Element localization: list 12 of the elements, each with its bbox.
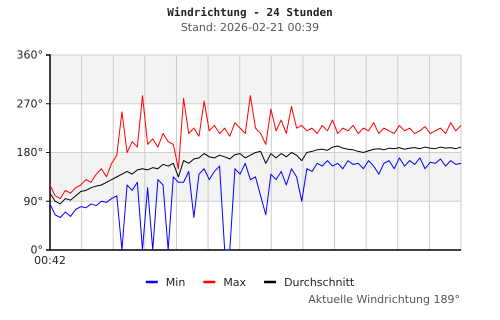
chart-title: Windrichtung - 24 Stunden (167, 6, 333, 19)
legend-label: Min (166, 276, 186, 289)
y-tick-label: 270° (16, 97, 43, 110)
chart-subtitle: Stand: 2026-02-21 00:39 (180, 21, 320, 34)
text: Aktuelle Windrichtung 189° (308, 293, 460, 306)
y-tick-label: 360° (16, 48, 43, 62)
y-tick-label: 180° (16, 146, 43, 160)
legend-label: Max (223, 276, 247, 289)
line-series (50, 157, 462, 250)
line-series (50, 95, 462, 200)
legend-label: Durchschnitt (284, 276, 355, 289)
y-tick-label: 90° (24, 194, 43, 208)
